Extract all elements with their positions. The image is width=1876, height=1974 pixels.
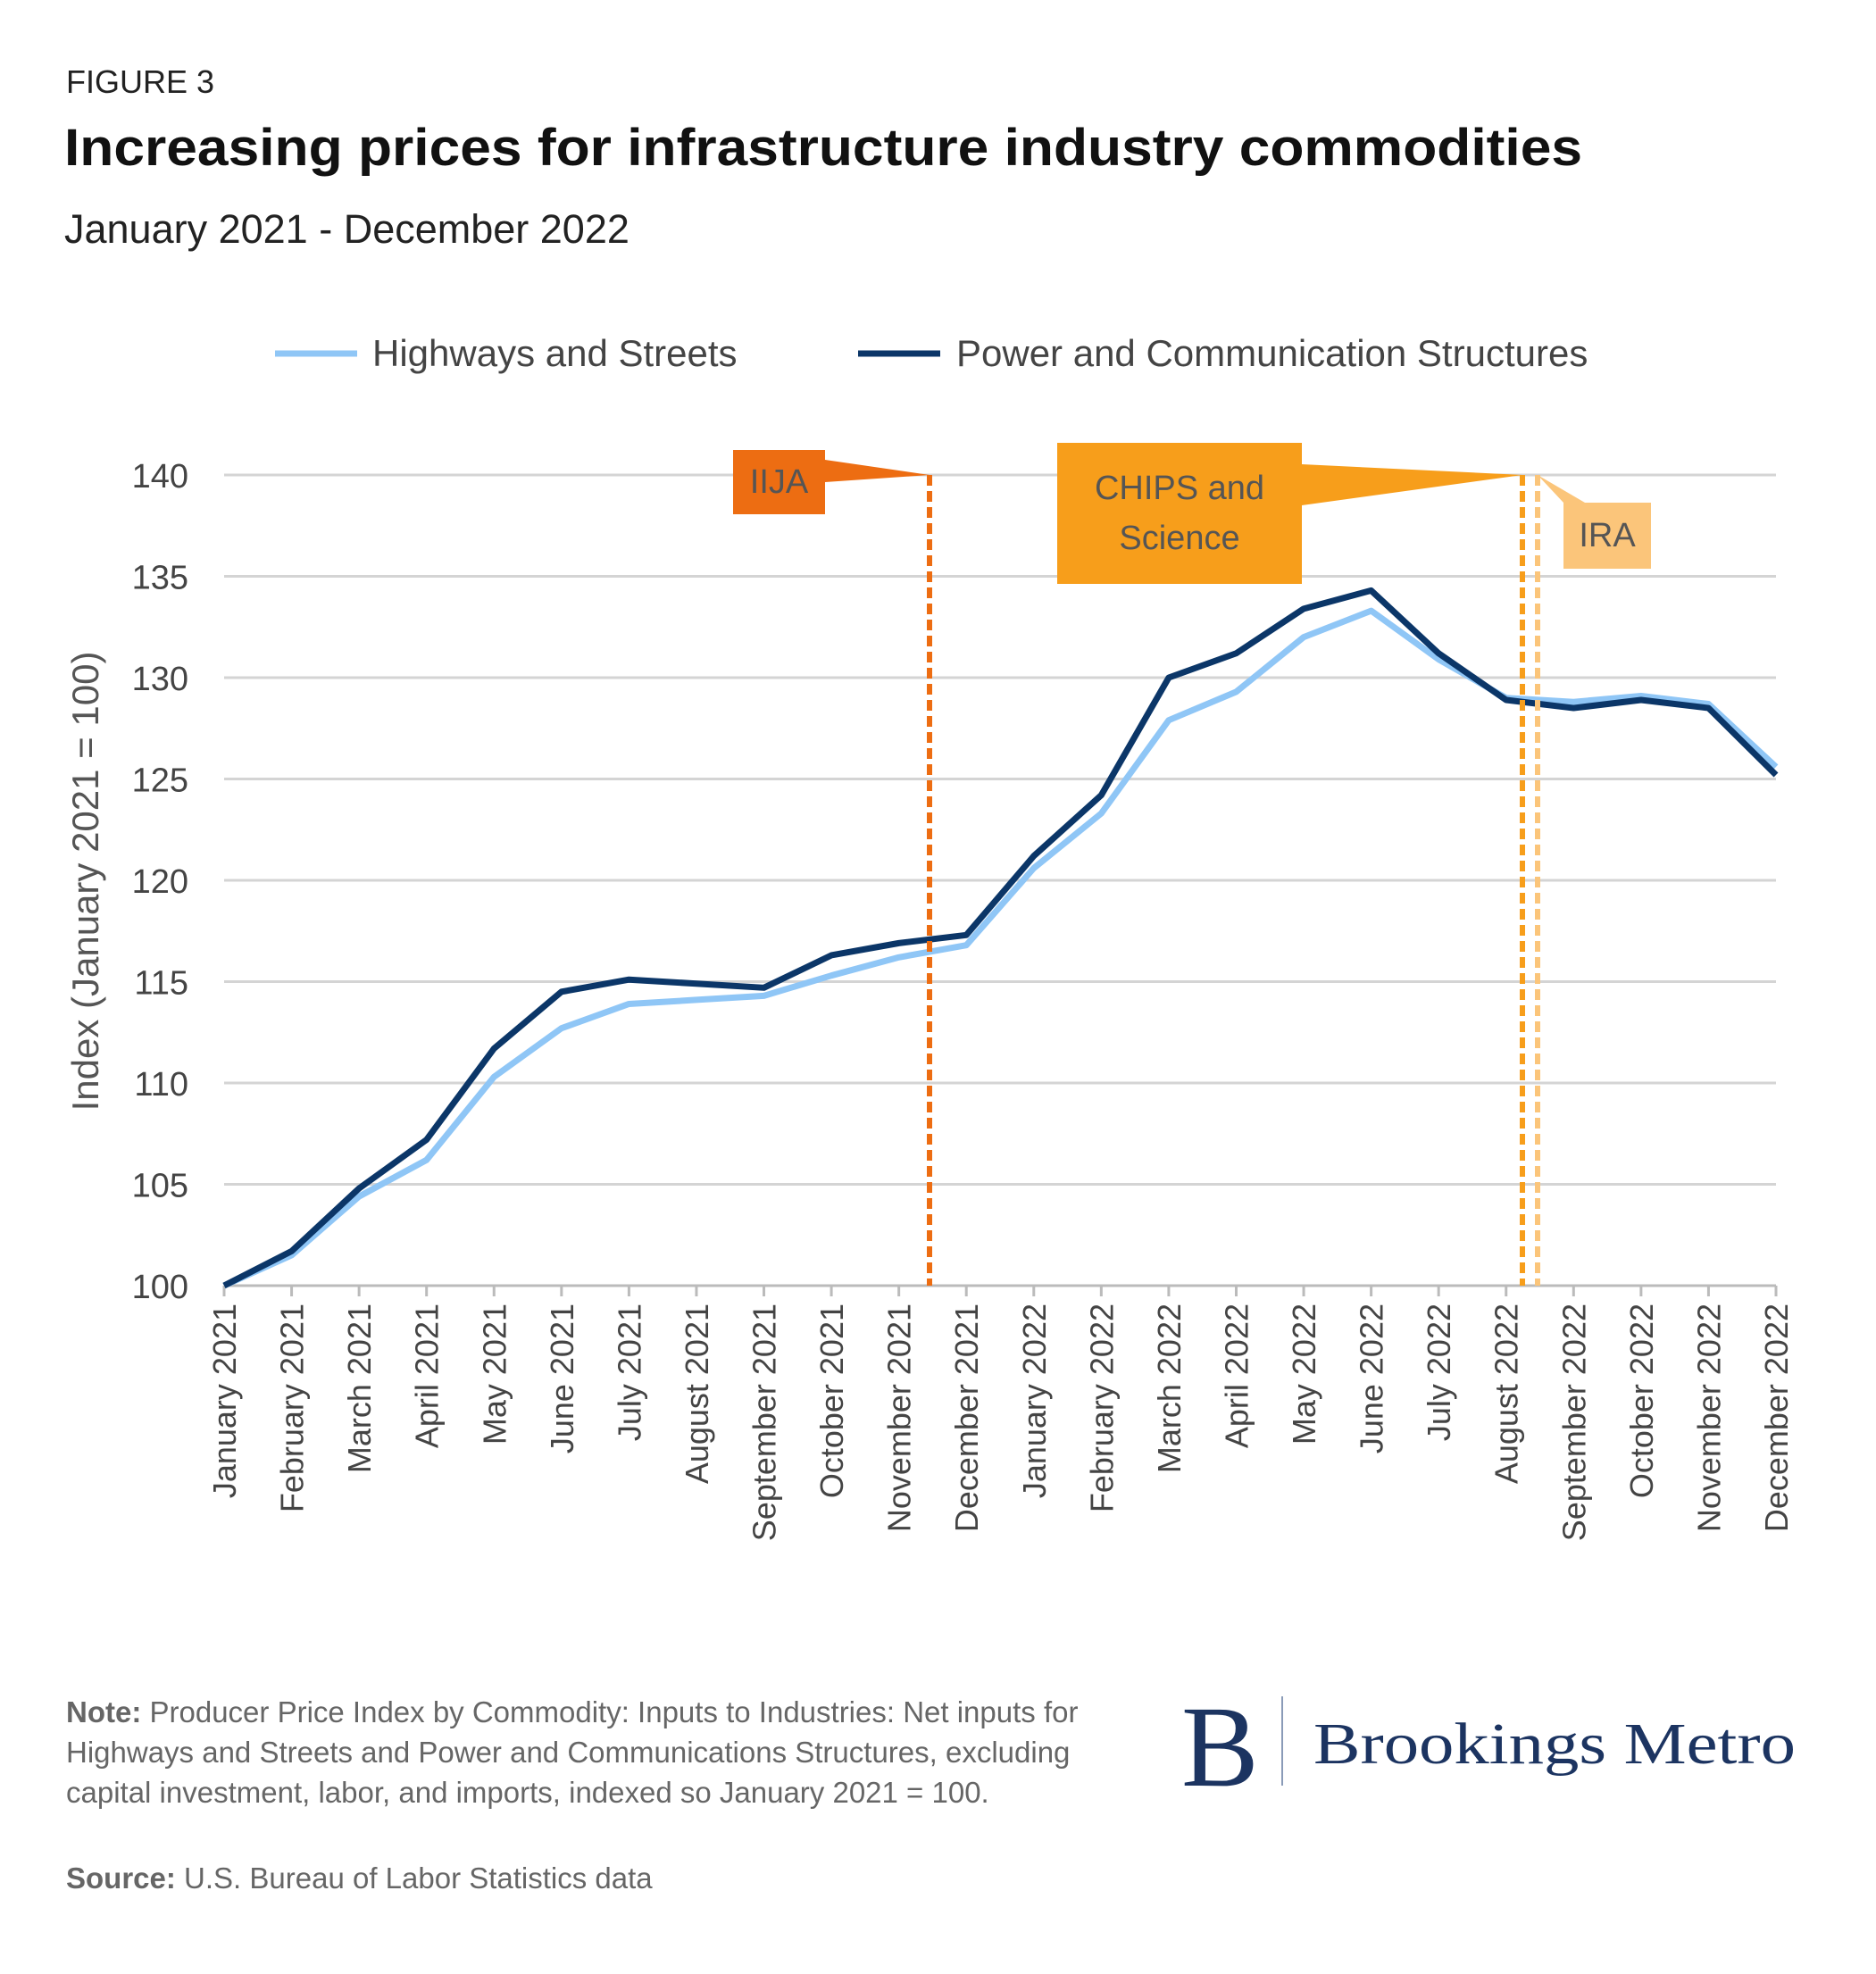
- x-tick-label: December 2022: [1758, 1304, 1795, 1532]
- x-tick-label: November 2021: [881, 1304, 918, 1532]
- x-tick-label: February 2021: [274, 1304, 311, 1512]
- x-tick-label: June 2021: [544, 1304, 580, 1453]
- x-tick-label: February 2022: [1083, 1304, 1120, 1512]
- annotation-pointer: [1538, 475, 1585, 503]
- x-tick-label: September 2022: [1555, 1304, 1592, 1541]
- x-tick-label: October 2022: [1623, 1304, 1660, 1498]
- legend-label: Power and Communication Structures: [956, 332, 1588, 374]
- x-tick-label: March 2022: [1151, 1304, 1188, 1473]
- logo-mark: B: [1181, 1683, 1259, 1812]
- y-tick-label: 130: [132, 661, 188, 698]
- annotation-pointer: [1302, 464, 1522, 505]
- y-tick-label: 125: [132, 762, 188, 800]
- x-tick-label: April 2021: [409, 1304, 446, 1448]
- x-tick-label: November 2022: [1690, 1304, 1727, 1532]
- x-tick-label: August 2021: [679, 1304, 715, 1484]
- note-text: Producer Price Index by Commodity: Input…: [66, 1695, 1079, 1809]
- x-tick-label: April 2022: [1218, 1304, 1255, 1448]
- y-tick-label: 105: [132, 1168, 188, 1205]
- x-tick-label: June 2022: [1354, 1304, 1390, 1453]
- series-line: [222, 587, 1779, 1289]
- x-tick-label: October 2021: [813, 1304, 850, 1498]
- x-tick-label: August 2022: [1488, 1304, 1525, 1484]
- x-tick-label: January 2022: [1016, 1304, 1053, 1498]
- x-tick-label: September 2021: [746, 1304, 783, 1541]
- x-tick-label: May 2022: [1286, 1304, 1322, 1445]
- x-tick-label: July 2022: [1421, 1304, 1457, 1441]
- y-tick-label: 100: [132, 1269, 188, 1306]
- annotation-label: IIJA: [733, 450, 825, 514]
- annotation-label: IRA: [1563, 503, 1651, 569]
- chart-subtitle: January 2021 - December 2022: [64, 206, 630, 252]
- y-tick-label: 115: [134, 965, 188, 1003]
- y-tick-label: 120: [132, 863, 188, 901]
- x-tick-label: December 2021: [948, 1304, 985, 1532]
- legend-label: Highways and Streets: [372, 332, 738, 374]
- source-text: U.S. Bureau of Labor Statistics data: [184, 1862, 653, 1895]
- x-tick-label: March 2021: [341, 1304, 378, 1473]
- note-label: Note:: [66, 1695, 142, 1728]
- y-tick-label: 110: [134, 1066, 188, 1104]
- source-label: Source:: [66, 1862, 176, 1895]
- x-tick-label: May 2021: [476, 1304, 513, 1445]
- chart-title: Increasing prices for infrastructure ind…: [64, 119, 1582, 177]
- y-axis-label: Index (January 2021 = 100): [64, 652, 106, 1112]
- x-tick-label: July 2021: [611, 1304, 647, 1441]
- y-tick-label: 135: [132, 560, 188, 597]
- annotation-label: CHIPS and Science: [1057, 443, 1302, 584]
- logo-text: Brookings Metro: [1313, 1712, 1796, 1777]
- source: Source: U.S. Bureau of Labor Statistics …: [66, 1862, 653, 1895]
- y-tick-label: 140: [132, 458, 188, 496]
- annotation-pointer: [825, 460, 930, 482]
- figure-label: FIGURE 3: [66, 63, 214, 100]
- x-tick-label: January 2021: [206, 1304, 243, 1498]
- note: Note: Producer Price Index by Commodity:…: [66, 1692, 1129, 1812]
